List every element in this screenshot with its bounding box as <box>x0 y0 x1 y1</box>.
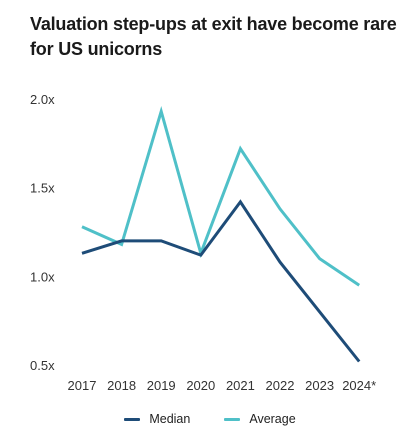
legend-item-median: Median <box>124 412 190 426</box>
x-tick-label: 2024* <box>342 378 376 393</box>
x-axis-ticks: 2017 2018 2019 2020 2021 2022 2023 2024* <box>68 378 377 393</box>
series-line-median <box>81 199 361 363</box>
y-tick-label: 0.5x <box>30 358 55 373</box>
x-tick-label: 2022 <box>266 378 295 393</box>
x-tick-label: 2023 <box>305 378 334 393</box>
x-tick-label: 2019 <box>147 378 176 393</box>
x-tick-label: 2020 <box>186 378 215 393</box>
series-lines <box>81 105 361 363</box>
legend-label-average: Average <box>249 412 296 426</box>
y-tick-label: 2.0x <box>30 92 55 107</box>
series-line-average <box>81 105 361 287</box>
x-tick-label: 2021 <box>226 378 255 393</box>
y-tick-label: 1.5x <box>30 181 55 196</box>
chart-title: Valuation step-ups at exit have become r… <box>30 14 397 59</box>
legend-item-average: Average <box>224 412 296 426</box>
chart-legend: Median Average <box>0 412 420 426</box>
legend-swatch-median <box>124 417 141 421</box>
legend-label-median: Median <box>149 412 191 426</box>
y-tick-label: 1.0x <box>30 269 55 284</box>
legend-swatch-average <box>224 417 241 421</box>
x-tick-label: 2018 <box>107 378 136 393</box>
y-axis-ticks: 2.0x 1.5x 1.0x 0.5x <box>30 92 55 373</box>
x-tick-label: 2017 <box>68 378 97 393</box>
